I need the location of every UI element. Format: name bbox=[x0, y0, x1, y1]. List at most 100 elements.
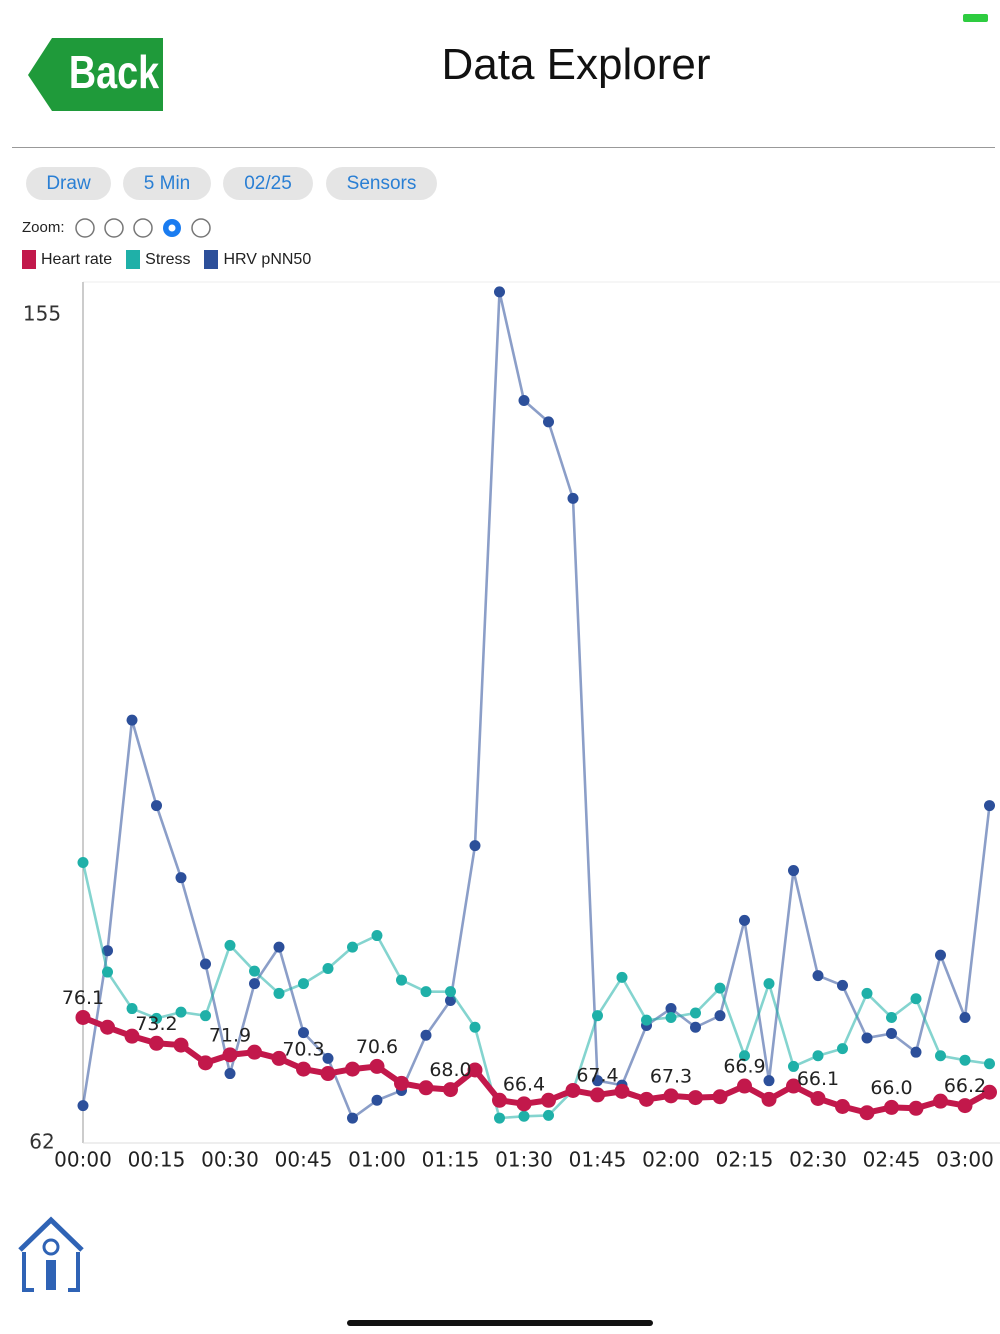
data-point bbox=[714, 982, 726, 994]
home-wall bbox=[22, 1252, 34, 1292]
data-point bbox=[959, 1011, 971, 1023]
data-point bbox=[688, 1090, 703, 1106]
data-point bbox=[592, 1010, 603, 1022]
data-point bbox=[957, 1098, 973, 1114]
series-line bbox=[81, 290, 991, 1120]
x-tick-label: 01:30 bbox=[495, 1148, 553, 1172]
data-point bbox=[347, 1112, 358, 1124]
divider bbox=[12, 147, 995, 148]
data-label: 70.3 bbox=[282, 1039, 324, 1061]
data-point bbox=[102, 966, 113, 978]
home-icon[interactable] bbox=[16, 1214, 88, 1296]
data-point bbox=[763, 1075, 775, 1087]
data-point bbox=[541, 1092, 556, 1108]
data-point bbox=[567, 492, 579, 504]
data-point bbox=[590, 1087, 605, 1103]
status-icon bbox=[963, 14, 988, 22]
zoom-radio[interactable] bbox=[75, 218, 95, 238]
data-point bbox=[761, 1091, 777, 1107]
data-point bbox=[394, 1075, 409, 1091]
data-label: 71.9 bbox=[209, 1024, 251, 1046]
zoom-label: Zoom: bbox=[22, 219, 65, 236]
legend-swatch bbox=[22, 250, 36, 269]
legend-item: HRV pNN50 bbox=[204, 250, 311, 269]
data-point bbox=[935, 1050, 946, 1062]
zoom-radio-dot bbox=[168, 224, 176, 232]
data-point bbox=[77, 857, 89, 869]
data-point bbox=[984, 800, 995, 812]
data-point bbox=[298, 978, 309, 990]
data-point bbox=[126, 714, 138, 726]
data-point bbox=[933, 1093, 948, 1109]
interval-button[interactable]: 5 Min bbox=[123, 167, 211, 200]
x-tick-label: 00:00 bbox=[54, 1148, 112, 1172]
data-point bbox=[786, 1078, 801, 1094]
data-point bbox=[175, 1006, 187, 1018]
data-point bbox=[690, 1021, 701, 1033]
data-point bbox=[320, 1066, 336, 1082]
data-point bbox=[835, 1098, 850, 1114]
y-tick-label: 62 bbox=[29, 1130, 54, 1154]
zoom-radio[interactable] bbox=[104, 218, 124, 238]
data-point bbox=[492, 1092, 507, 1108]
data-point bbox=[322, 962, 334, 974]
data-point bbox=[296, 1061, 311, 1077]
data-point bbox=[910, 993, 922, 1005]
back-button[interactable]: Back bbox=[28, 38, 164, 112]
legend-item: Heart rate bbox=[22, 250, 112, 269]
x-tick-label: 02:30 bbox=[789, 1148, 847, 1172]
x-tick-label: 00:15 bbox=[128, 1148, 186, 1172]
legend-label: HRV pNN50 bbox=[223, 250, 312, 268]
data-point bbox=[518, 394, 530, 406]
zoom-radio[interactable] bbox=[191, 218, 211, 238]
zoom-radio[interactable] bbox=[133, 218, 153, 238]
data-point bbox=[908, 1100, 924, 1116]
data-label: 70.6 bbox=[356, 1036, 398, 1058]
data-label: 66.1 bbox=[797, 1068, 839, 1090]
info-dot bbox=[42, 1238, 60, 1256]
legend-label: Heart rate bbox=[41, 250, 113, 268]
data-point bbox=[345, 1061, 360, 1077]
legend-swatch bbox=[204, 250, 219, 269]
data-label: 66.4 bbox=[503, 1073, 545, 1095]
data-label: 67.4 bbox=[576, 1064, 618, 1086]
data-point bbox=[639, 1091, 654, 1107]
data-point bbox=[445, 986, 456, 998]
data-point bbox=[788, 1060, 799, 1072]
sensors-button[interactable]: Sensors bbox=[326, 167, 437, 200]
data-point bbox=[200, 1010, 211, 1022]
legend: Heart rate Stress HRV pNN50 bbox=[22, 250, 325, 269]
data-point bbox=[959, 1054, 971, 1066]
data-point bbox=[886, 1011, 897, 1023]
x-tick-label: 00:45 bbox=[275, 1148, 333, 1172]
data-point bbox=[420, 986, 432, 998]
data-point bbox=[151, 800, 162, 812]
data-point bbox=[861, 1032, 873, 1044]
data-point bbox=[810, 1090, 826, 1106]
data-label: 76.1 bbox=[62, 987, 104, 1009]
data-point bbox=[812, 970, 824, 982]
draw-button[interactable]: Draw bbox=[26, 167, 111, 200]
data-point bbox=[151, 1012, 162, 1024]
data-point bbox=[222, 1047, 238, 1063]
data-label: 66.2 bbox=[944, 1075, 986, 1097]
data-point bbox=[712, 1089, 728, 1105]
data-point bbox=[418, 1080, 434, 1096]
date-button[interactable]: 02/25 bbox=[223, 167, 313, 200]
data-point bbox=[298, 1027, 309, 1039]
data-point bbox=[788, 865, 799, 877]
data-point bbox=[812, 1050, 824, 1062]
y-tick-label: 155 bbox=[23, 302, 61, 326]
data-point bbox=[469, 840, 481, 852]
data-point bbox=[616, 971, 628, 983]
data-point bbox=[886, 1027, 897, 1039]
data-point bbox=[665, 1003, 677, 1015]
x-tick-label: 02:45 bbox=[863, 1148, 921, 1172]
data-point bbox=[982, 1084, 997, 1100]
legend-item: Stress bbox=[126, 250, 190, 269]
series bbox=[77, 857, 995, 1124]
data-point bbox=[173, 1037, 189, 1053]
data-point bbox=[224, 1068, 236, 1080]
data-point bbox=[884, 1099, 899, 1115]
